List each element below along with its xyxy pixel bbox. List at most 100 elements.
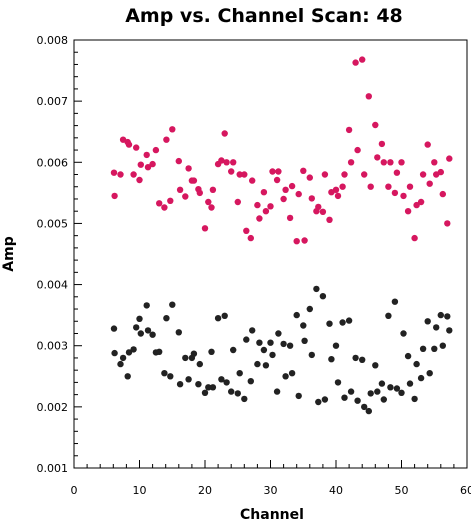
data-point — [365, 93, 372, 100]
data-point — [218, 157, 225, 164]
data-points — [110, 56, 453, 415]
data-point — [190, 350, 198, 357]
data-point — [341, 394, 348, 401]
data-point — [321, 171, 329, 178]
data-point — [341, 171, 348, 178]
data-point — [111, 192, 118, 200]
data-point — [319, 208, 327, 215]
data-point — [354, 397, 361, 404]
data-point — [241, 395, 248, 403]
data-point — [313, 285, 320, 293]
y-tick-label: 0.008 — [37, 34, 69, 47]
data-point — [374, 388, 381, 395]
data-point — [167, 373, 174, 380]
data-point — [286, 342, 294, 349]
data-point — [393, 385, 401, 392]
data-point — [130, 171, 137, 178]
data-point — [163, 136, 170, 143]
data-point — [424, 141, 431, 148]
data-point — [411, 234, 418, 242]
data-point — [326, 320, 333, 327]
data-point — [269, 351, 276, 359]
data-point — [374, 154, 381, 161]
data-point — [110, 325, 118, 332]
data-point — [275, 330, 282, 337]
data-point — [221, 130, 228, 137]
data-point — [230, 159, 237, 166]
data-point — [119, 354, 127, 362]
data-point — [260, 346, 268, 354]
data-point — [431, 159, 438, 166]
data-point — [223, 379, 230, 386]
data-point — [111, 349, 118, 357]
data-point — [419, 171, 427, 178]
data-point — [175, 157, 182, 165]
series-1 — [110, 56, 453, 245]
y-tick-label: 0.002 — [37, 401, 69, 414]
data-point — [282, 186, 289, 193]
data-point — [326, 216, 333, 223]
data-point — [137, 330, 144, 337]
data-point — [404, 352, 412, 360]
data-point — [236, 370, 243, 377]
x-axis: 0 10 20 30 40 50 60 — [71, 460, 471, 497]
data-point — [398, 159, 405, 166]
data-point — [221, 312, 228, 319]
data-point — [404, 208, 412, 215]
data-point — [367, 390, 374, 397]
data-point — [223, 159, 230, 166]
data-point — [156, 348, 163, 355]
data-point — [143, 302, 150, 309]
x-tick-label: 50 — [395, 484, 409, 497]
y-tick-label: 0.003 — [37, 340, 69, 353]
data-point — [378, 140, 386, 148]
data-point — [372, 362, 379, 369]
data-point — [365, 407, 372, 415]
data-point — [243, 336, 250, 343]
data-point — [262, 208, 270, 215]
data-point — [136, 176, 143, 184]
data-point — [176, 186, 184, 193]
data-point — [149, 160, 156, 168]
data-point — [185, 376, 192, 383]
data-point — [301, 237, 308, 244]
x-axis-label: Channel — [240, 507, 304, 523]
data-point — [269, 168, 276, 175]
x-tick-label: 40 — [329, 484, 343, 497]
data-point — [117, 171, 124, 178]
data-point — [380, 396, 387, 403]
data-point — [236, 171, 243, 178]
data-point — [315, 203, 322, 211]
data-point — [243, 227, 250, 234]
data-point — [262, 362, 270, 369]
data-point — [267, 339, 274, 346]
data-point — [334, 192, 342, 200]
data-point — [446, 327, 453, 334]
data-point — [378, 380, 386, 387]
data-point — [339, 319, 346, 326]
data-point — [417, 198, 425, 206]
data-point — [201, 389, 209, 396]
y-axis-label: Amp — [1, 236, 17, 271]
data-point — [387, 384, 394, 391]
data-point — [439, 190, 446, 198]
data-point — [149, 331, 156, 338]
data-point — [400, 192, 407, 200]
data-point — [361, 403, 368, 411]
data-point — [437, 311, 444, 319]
data-point — [125, 349, 133, 356]
data-point — [254, 360, 261, 368]
data-point — [228, 388, 235, 395]
data-point — [234, 390, 241, 397]
data-point — [144, 164, 152, 171]
series-2 — [110, 285, 453, 415]
data-point — [176, 381, 184, 388]
data-point — [426, 180, 433, 187]
x-tick-label: 0 — [71, 484, 78, 497]
data-point — [391, 298, 399, 305]
data-point — [359, 356, 366, 363]
data-point — [367, 183, 374, 190]
data-point — [144, 327, 152, 334]
data-point — [125, 141, 133, 148]
data-point — [352, 59, 359, 66]
